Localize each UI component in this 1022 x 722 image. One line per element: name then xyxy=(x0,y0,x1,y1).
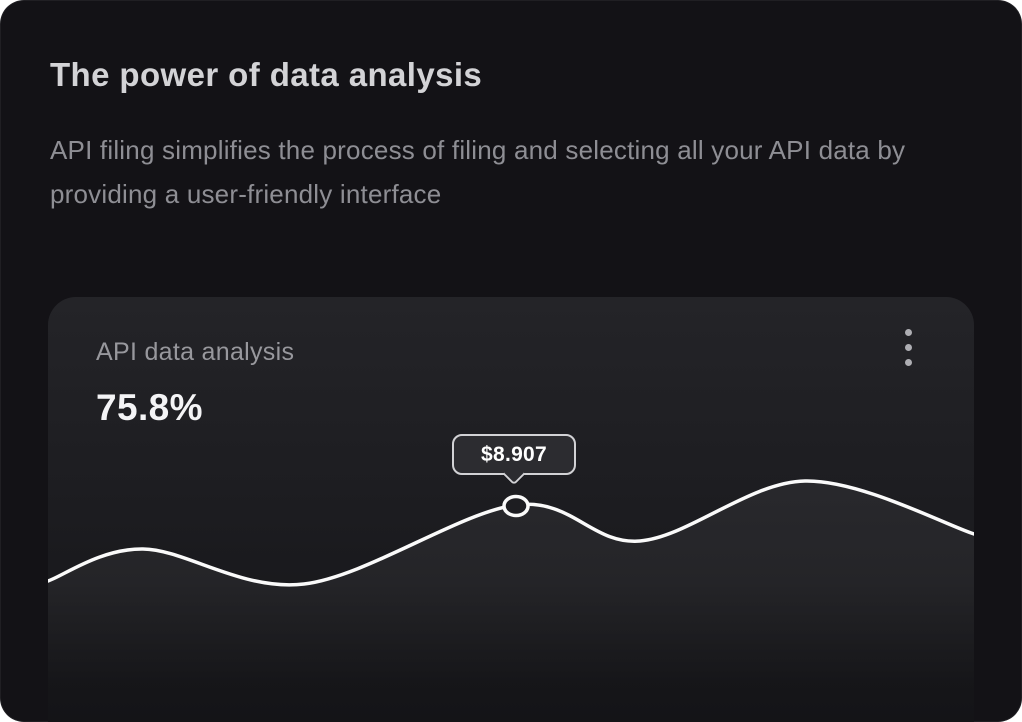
kebab-menu-icon xyxy=(904,343,912,351)
line-chart[interactable] xyxy=(48,297,974,722)
kebab-menu-icon xyxy=(904,358,912,366)
page-subtitle: API filing simplifies the process of fil… xyxy=(50,135,906,209)
chart-tooltip: $8.907 xyxy=(452,434,576,486)
data-point-marker xyxy=(502,494,530,518)
page-title: The power of data analysis xyxy=(50,56,483,93)
kebab-menu-button[interactable] xyxy=(895,321,921,373)
analysis-card: API data analysis 75.8% $8.907 xyxy=(48,297,974,722)
kebab-menu-icon xyxy=(904,328,912,336)
line-chart-svg xyxy=(48,479,974,722)
tooltip-value: $8.907 xyxy=(480,442,548,466)
chart-area xyxy=(48,480,974,722)
card-title: API data analysis xyxy=(96,338,295,366)
metric-value: 75.8% xyxy=(96,387,203,428)
header: The power of data analysis API filing si… xyxy=(0,0,1022,216)
